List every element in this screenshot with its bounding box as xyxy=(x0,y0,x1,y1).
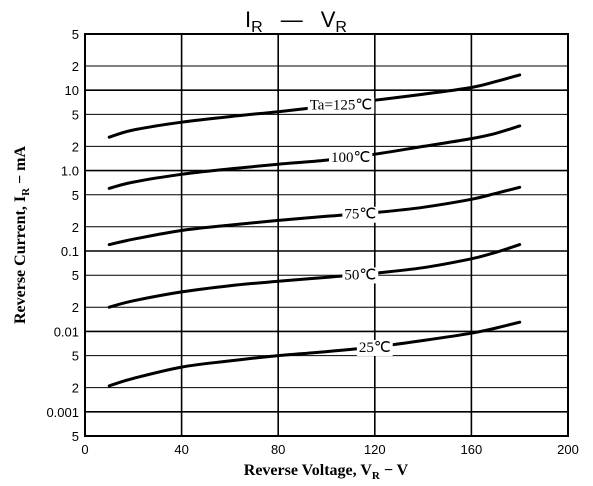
series-label-3: 50℃ xyxy=(344,267,376,283)
series-label-bg-1 xyxy=(328,150,373,167)
y-tick-labels: 5 2 10 5 2 1.0 5 2 0.1 5 2 0.01 5 2 0.001 5 xyxy=(46,27,79,444)
series-label-bg-3 xyxy=(342,267,379,284)
series-label-2: 75℃ xyxy=(344,207,376,223)
series-line-1 xyxy=(107,124,522,190)
y-tick-label: 2 xyxy=(72,59,79,74)
x-axis-label-tail: − V xyxy=(380,462,409,479)
y-tick-label: 5 xyxy=(72,27,79,42)
y-tick-label: 5 xyxy=(72,107,79,122)
title-main: I xyxy=(245,7,251,32)
chart-title: IR — VR xyxy=(245,7,347,36)
x-tick-label: 0 xyxy=(81,442,88,457)
series-label-bg-2 xyxy=(342,206,379,223)
y-axis-label-sub: R xyxy=(20,187,32,196)
x-axis-label-sub: R xyxy=(372,470,381,482)
y-tick-label: 0.01 xyxy=(54,324,79,339)
y-axis-label-main: Reverse Current, I xyxy=(12,196,29,324)
x-axis-label-main: Reverse Voltage, V xyxy=(244,462,373,479)
x-tick-label: 120 xyxy=(364,442,386,457)
series-curves xyxy=(107,73,522,388)
series-line-2 xyxy=(107,185,522,247)
y-tick-label: 5 xyxy=(72,429,79,444)
y-tick-label: 5 xyxy=(72,349,79,364)
y-tick-label: 2 xyxy=(72,300,79,315)
title-second: V xyxy=(321,7,336,32)
plot-frame xyxy=(84,33,569,437)
x-tick-label: 200 xyxy=(557,442,579,457)
series-line-3 xyxy=(107,243,522,309)
series-label-bg-0 xyxy=(307,97,375,114)
series-line-4 xyxy=(107,320,522,388)
y-tick-label: 0.001 xyxy=(46,405,79,420)
series-label-4: 25℃ xyxy=(359,340,391,356)
y-axis-label: Reverse Current, IR − mA xyxy=(12,146,32,325)
y-tick-label: 0.1 xyxy=(61,244,79,259)
y-tick-label: 2 xyxy=(72,381,79,396)
x-tick-label: 160 xyxy=(461,442,483,457)
y-axis-label-tail: − mA xyxy=(12,146,29,188)
y-tick-label: 1.0 xyxy=(61,164,79,179)
x-tick-labels: 0 40 80 120 160 200 xyxy=(81,442,578,457)
title-second-sub: R xyxy=(335,19,347,36)
y-tick-label: 2 xyxy=(72,139,79,154)
series-label-1: 100℃ xyxy=(331,150,370,166)
y-tick-label: 2 xyxy=(72,220,79,235)
y-tick-label: 5 xyxy=(72,188,79,203)
y-tick-label: 10 xyxy=(65,83,79,98)
series-labels: Ta=125℃ 100℃ 75℃ 50℃ 25℃ xyxy=(307,97,393,356)
series-label-bg-4 xyxy=(356,339,393,356)
series-label-0: Ta=125℃ xyxy=(310,98,373,114)
y-tick-label: 5 xyxy=(72,268,79,283)
x-tick-label: 80 xyxy=(271,442,285,457)
x-axis-label: Reverse Voltage, VR − V xyxy=(244,462,409,482)
title-sep: — xyxy=(281,7,303,32)
x-tick-label: 40 xyxy=(174,442,188,457)
title-main-sub: R xyxy=(251,19,263,36)
